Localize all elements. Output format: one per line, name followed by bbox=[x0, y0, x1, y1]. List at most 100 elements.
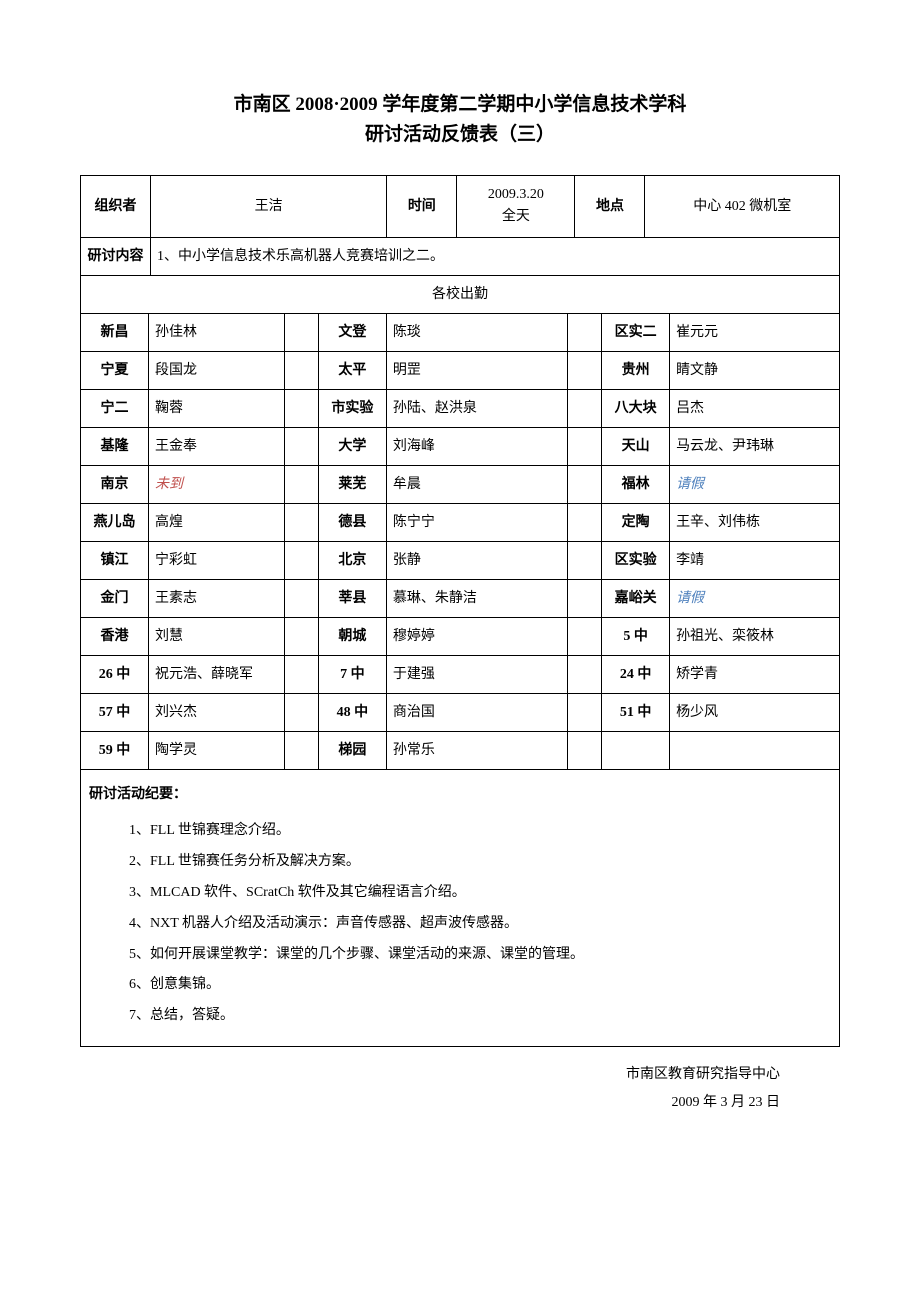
attendee-cell: 鞠蓉 bbox=[148, 389, 284, 427]
attendance-row: 59 中陶学灵梯园孙常乐 bbox=[81, 731, 840, 769]
attendee-cell: 未到 bbox=[148, 465, 284, 503]
attendance-row: 南京未到莱芜牟晨福林请假 bbox=[81, 465, 840, 503]
attendee-cell: 孙祖光、栾筱林 bbox=[670, 617, 840, 655]
spacer-cell bbox=[568, 503, 602, 541]
spacer-cell bbox=[284, 314, 318, 352]
summary-title: 研讨活动纪要： bbox=[89, 780, 831, 811]
school-cell: 福林 bbox=[602, 465, 670, 503]
attendee-cell: 吕杰 bbox=[670, 389, 840, 427]
school-cell: 新昌 bbox=[81, 314, 149, 352]
school-cell: 区实二 bbox=[602, 314, 670, 352]
school-cell: 文登 bbox=[318, 314, 386, 352]
school-cell: 基隆 bbox=[81, 427, 149, 465]
summary-section: 研讨活动纪要： 1、FLL 世锦赛理念介绍。2、FLL 世锦赛任务分析及解决方案… bbox=[80, 770, 840, 1047]
summary-item: 7、总结，答疑。 bbox=[89, 1001, 831, 1032]
attendee-cell: 祝元浩、薛晓军 bbox=[148, 655, 284, 693]
spacer-cell bbox=[568, 427, 602, 465]
spacer-cell bbox=[284, 655, 318, 693]
attendee-cell: 陈宁宁 bbox=[386, 503, 567, 541]
attendee-cell: 孙常乐 bbox=[386, 731, 567, 769]
school-cell: 朝城 bbox=[318, 617, 386, 655]
attendee-cell: 请假 bbox=[670, 579, 840, 617]
spacer-cell bbox=[568, 655, 602, 693]
time-value: 2009.3.20 全天 bbox=[457, 175, 575, 237]
attendee-cell: 孙陆、赵洪泉 bbox=[386, 389, 567, 427]
attendee-cell: 慕琳、朱静洁 bbox=[386, 579, 567, 617]
school-cell: 宁夏 bbox=[81, 351, 149, 389]
attendance-row: 57 中刘兴杰48 中商治国51 中杨少风 bbox=[81, 693, 840, 731]
summary-item: 3、MLCAD 软件、SCratCh 软件及其它编程语言介绍。 bbox=[89, 878, 831, 909]
attendee-cell: 李靖 bbox=[670, 541, 840, 579]
spacer-cell bbox=[284, 389, 318, 427]
school-cell: 5 中 bbox=[602, 617, 670, 655]
spacer-cell bbox=[568, 617, 602, 655]
summary-item: 4、NXT 机器人介绍及活动演示：声音传感器、超声波传感器。 bbox=[89, 909, 831, 940]
school-cell: 镇江 bbox=[81, 541, 149, 579]
school-cell: 市实验 bbox=[318, 389, 386, 427]
footer-date: 2009 年 3 月 23 日 bbox=[80, 1089, 780, 1117]
attendee-cell: 王素志 bbox=[148, 579, 284, 617]
spacer-cell bbox=[568, 465, 602, 503]
spacer-cell bbox=[568, 541, 602, 579]
attendee-cell: 请假 bbox=[670, 465, 840, 503]
school-cell: 八大块 bbox=[602, 389, 670, 427]
spacer-cell bbox=[284, 579, 318, 617]
spacer-cell bbox=[568, 579, 602, 617]
content-row: 研讨内容 1、中小学信息技术乐高机器人竞赛培训之二。 bbox=[81, 237, 840, 275]
title-line-2: 研讨活动反馈表（三） bbox=[80, 120, 840, 150]
school-cell bbox=[602, 731, 670, 769]
attendee-cell: 刘慧 bbox=[148, 617, 284, 655]
school-cell: 香港 bbox=[81, 617, 149, 655]
school-cell: 宁二 bbox=[81, 389, 149, 427]
spacer-cell bbox=[284, 503, 318, 541]
attendee-cell: 杨少风 bbox=[670, 693, 840, 731]
attendance-header-row: 各校出勤 bbox=[81, 275, 840, 313]
school-cell: 梯园 bbox=[318, 731, 386, 769]
spacer-cell bbox=[568, 351, 602, 389]
school-cell: 59 中 bbox=[81, 731, 149, 769]
summary-items: 1、FLL 世锦赛理念介绍。2、FLL 世锦赛任务分析及解决方案。3、MLCAD… bbox=[89, 816, 831, 1032]
spacer-cell bbox=[284, 693, 318, 731]
organizer-label: 组织者 bbox=[81, 175, 151, 237]
attendee-cell: 穆婷婷 bbox=[386, 617, 567, 655]
attendee-cell: 高煌 bbox=[148, 503, 284, 541]
school-cell: 大学 bbox=[318, 427, 386, 465]
attendance-header: 各校出勤 bbox=[81, 275, 840, 313]
location-label: 地点 bbox=[575, 175, 645, 237]
attendee-cell: 马云龙、尹玮琳 bbox=[670, 427, 840, 465]
school-cell: 7 中 bbox=[318, 655, 386, 693]
attendee-cell: 孙佳林 bbox=[148, 314, 284, 352]
attendee-cell bbox=[670, 731, 840, 769]
spacer-cell bbox=[568, 693, 602, 731]
attendee-cell: 矫学青 bbox=[670, 655, 840, 693]
school-cell: 莱芜 bbox=[318, 465, 386, 503]
time-value-day: 全天 bbox=[461, 206, 570, 228]
spacer-cell bbox=[568, 731, 602, 769]
time-value-date: 2009.3.20 bbox=[461, 184, 570, 206]
school-cell: 燕儿岛 bbox=[81, 503, 149, 541]
school-cell: 北京 bbox=[318, 541, 386, 579]
school-cell: 26 中 bbox=[81, 655, 149, 693]
spacer-cell bbox=[284, 731, 318, 769]
footer-block: 市南区教育研究指导中心 2009 年 3 月 23 日 bbox=[80, 1061, 840, 1117]
attendee-cell: 陈琰 bbox=[386, 314, 567, 352]
spacer-cell bbox=[284, 541, 318, 579]
time-label: 时间 bbox=[387, 175, 457, 237]
document-title: 市南区 2008·2009 学年度第二学期中小学信息技术学科 研讨活动反馈表（三… bbox=[80, 90, 840, 151]
attendee-cell: 段国龙 bbox=[148, 351, 284, 389]
spacer-cell bbox=[568, 314, 602, 352]
school-cell: 51 中 bbox=[602, 693, 670, 731]
spacer-cell bbox=[284, 617, 318, 655]
school-cell: 天山 bbox=[602, 427, 670, 465]
attendance-row: 基隆王金奉大学刘海峰天山马云龙、尹玮琳 bbox=[81, 427, 840, 465]
attendee-cell: 明罡 bbox=[386, 351, 567, 389]
header-table: 组织者 王洁 时间 2009.3.20 全天 地点 中心 402 微机室 研讨内… bbox=[80, 175, 840, 314]
attendance-row: 26 中祝元浩、薛晓军 7 中于建强 24 中矫学青 bbox=[81, 655, 840, 693]
attendee-cell: 于建强 bbox=[386, 655, 567, 693]
school-cell: 德县 bbox=[318, 503, 386, 541]
location-value: 中心 402 微机室 bbox=[645, 175, 840, 237]
attendee-cell: 王金奉 bbox=[148, 427, 284, 465]
school-cell: 24 中 bbox=[602, 655, 670, 693]
attendee-cell: 睛文静 bbox=[670, 351, 840, 389]
footer-org: 市南区教育研究指导中心 bbox=[80, 1061, 780, 1089]
